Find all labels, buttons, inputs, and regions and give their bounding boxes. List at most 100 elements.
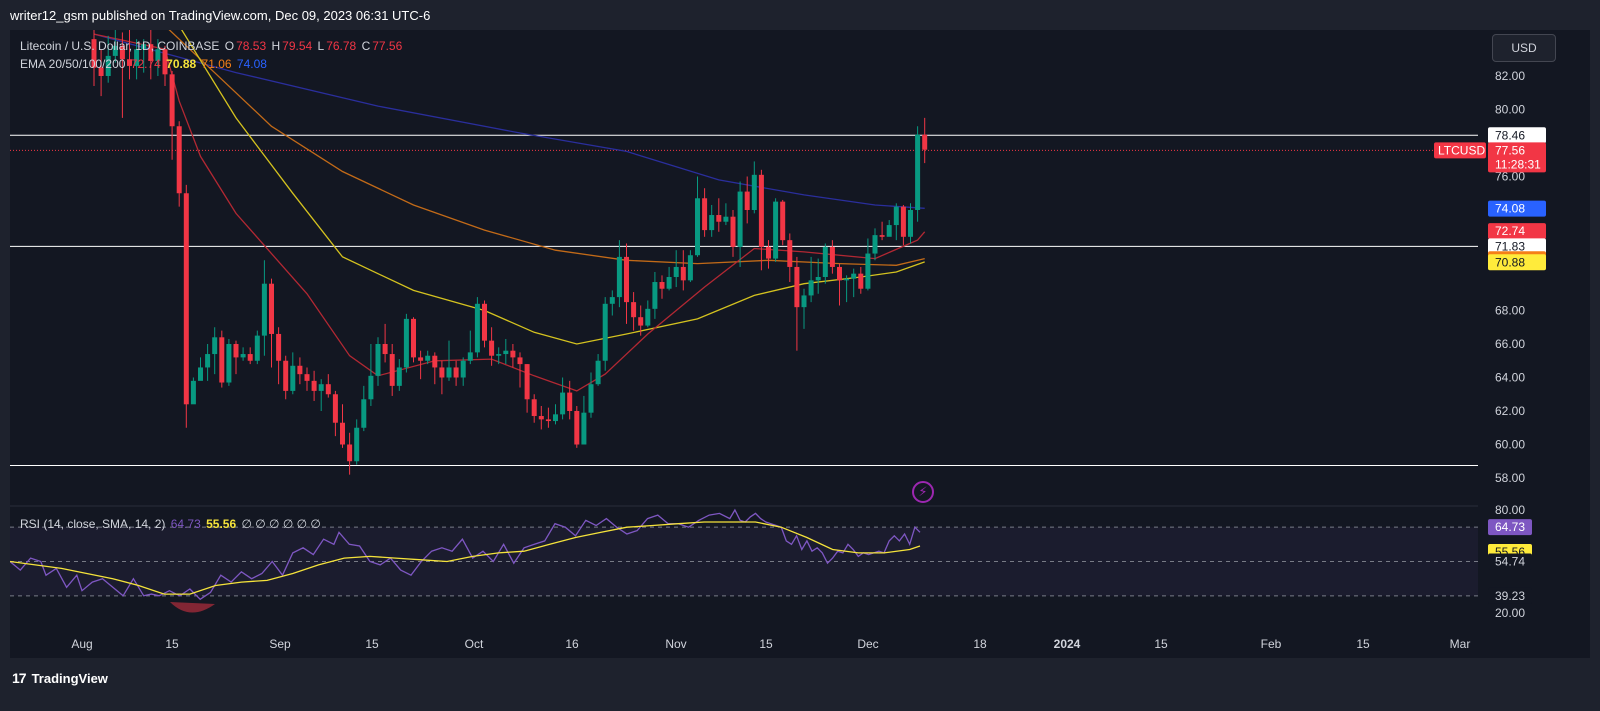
rsi-pane: [10, 508, 1478, 613]
ema100-value: 71.06: [201, 57, 232, 71]
candle-body: [858, 273, 864, 289]
symbol-legend[interactable]: Litecoin / U.S. Dollar, 1D, COINBASE O 78…: [20, 39, 404, 53]
candle-body: [332, 394, 338, 423]
candle-body: [403, 318, 409, 368]
lightning-icon[interactable]: ⚡: [912, 481, 934, 503]
candle-body: [702, 198, 708, 231]
candle-body: [375, 344, 381, 376]
time-tick-label: 15: [365, 637, 379, 651]
time-tick-label: Mar: [1450, 637, 1471, 651]
tradingview-brand[interactable]: 17 TradingView: [12, 670, 108, 686]
candle-body: [98, 67, 104, 76]
top-bar: writer12_gsm published on TradingView.co…: [0, 0, 1600, 30]
rsi-sma-value: 55.56: [206, 517, 237, 531]
candle-body: [382, 344, 388, 355]
candle-body: [155, 49, 161, 61]
candle-body: [709, 215, 715, 231]
candle-body: [900, 206, 906, 237]
candle-body: [91, 39, 97, 68]
candle-body: [389, 354, 395, 386]
price-pane: [10, 30, 1478, 475]
candle-body: [411, 318, 416, 358]
ema50-value: 70.88: [166, 57, 197, 71]
time-tick-label: 15: [165, 637, 179, 651]
rsi-oversold-fill: [170, 602, 215, 613]
candle-body: [347, 444, 353, 462]
rsi-value-box: [1488, 587, 1532, 604]
time-tick-label: 18: [973, 637, 987, 651]
open-label: O: [224, 39, 235, 53]
candle-body: [588, 384, 594, 413]
candle-body: [844, 278, 850, 281]
low-label: L: [317, 39, 325, 53]
candle-body: [425, 355, 431, 361]
time-tick-label: 15: [1154, 637, 1168, 651]
candle-body: [879, 235, 885, 237]
rsi-legend[interactable]: RSI (14, close, SMA, 14, 2) 64.73 55.56 …: [20, 517, 323, 531]
ema-legend[interactable]: EMA 20/50/100/200 72.74 70.88 71.06 74.0…: [20, 57, 269, 71]
ema20-line: [93, 33, 926, 392]
candle-body: [616, 256, 622, 298]
candle-body: [922, 134, 928, 150]
candle-body: [808, 280, 814, 296]
candle-body: [311, 380, 317, 391]
rsi-tick-label: 20.00: [1495, 606, 1525, 620]
candle-body: [815, 277, 821, 281]
candle-body: [190, 380, 196, 405]
candle-body: [269, 283, 274, 334]
price-tick-label: 76.00: [1495, 170, 1525, 184]
candle-body: [368, 375, 374, 400]
price-label-text: 70.88: [1495, 255, 1525, 269]
candle-body: [531, 399, 537, 417]
candle-body: [837, 266, 842, 281]
ema200-line: [93, 33, 925, 209]
price-label-box: [1488, 223, 1546, 240]
candle-body: [595, 360, 601, 385]
candle-body: [609, 297, 615, 304]
candle-body: [567, 392, 573, 411]
candle-body: [751, 174, 757, 210]
ema200-value: 74.08: [236, 57, 267, 71]
candle-body: [361, 399, 367, 428]
candle-body: [758, 174, 764, 247]
candle-body: [127, 59, 132, 66]
chart-panel[interactable]: [10, 30, 1478, 658]
tradingview-logo-icon: 17: [12, 670, 27, 686]
candle-body: [716, 215, 722, 222]
candle-body: [517, 357, 523, 365]
close-value: 77.56: [372, 39, 403, 53]
candle-body: [396, 367, 402, 386]
candle-body: [787, 240, 793, 267]
time-tick-label: Oct: [465, 637, 484, 651]
price-label-text: 74.08: [1495, 202, 1525, 216]
brand-name: TradingView: [31, 670, 108, 686]
candle-body: [340, 422, 345, 445]
price-tick-label: 82.00: [1495, 69, 1525, 83]
candle-body: [851, 273, 857, 279]
candle-body: [105, 55, 111, 76]
high-label: H: [271, 39, 281, 53]
close-label: C: [361, 39, 371, 53]
ema20-value: 72.74: [130, 57, 161, 71]
currency-button[interactable]: USD: [1492, 34, 1556, 62]
price-tick-label: 58.00: [1495, 471, 1525, 485]
candle-body: [766, 246, 771, 259]
candle-body: [148, 44, 154, 61]
candle-body: [581, 412, 587, 445]
time-tick-label: 2024: [1054, 637, 1081, 651]
candle-body: [198, 367, 203, 381]
price-label-box: [1488, 127, 1546, 144]
publisher-line: writer12_gsm published on TradingView.co…: [10, 8, 431, 23]
time-tick-label: Feb: [1261, 637, 1282, 651]
candle-body: [261, 283, 267, 336]
rsi-value-box: [1488, 519, 1532, 536]
candle-body: [240, 354, 246, 358]
rsi-label: RSI (14, close, SMA, 14, 2): [20, 517, 166, 531]
price-label-box: [1488, 238, 1546, 255]
candle-body: [474, 303, 480, 353]
candle-body: [460, 360, 466, 378]
rsi-value-text: 64.73: [1495, 520, 1525, 534]
time-tick-label: 15: [759, 637, 773, 651]
candle-body: [169, 74, 175, 127]
